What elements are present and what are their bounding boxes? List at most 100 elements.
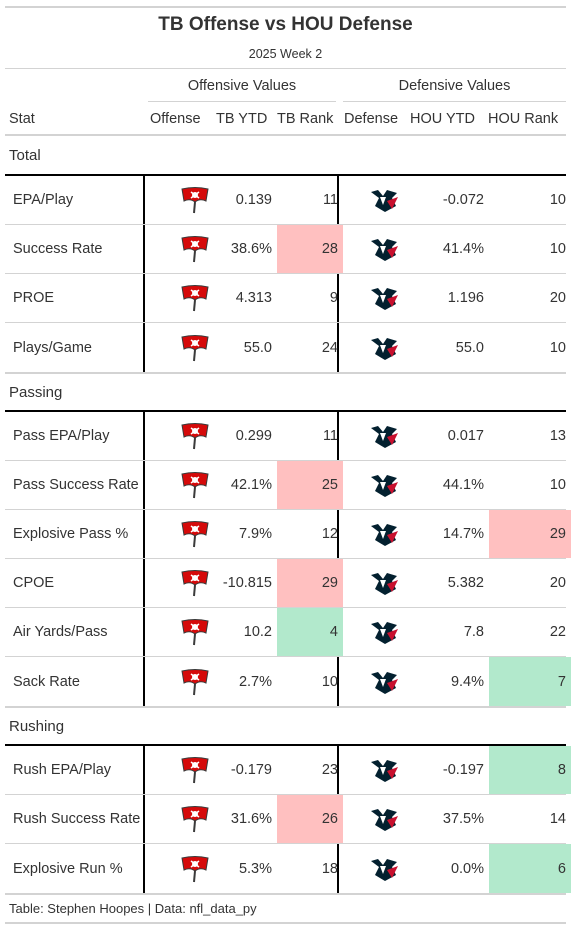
buccaneers-logo-icon	[171, 323, 215, 372]
hou-ytd-value: 0.017	[447, 428, 484, 444]
table-row: Sack Rate 2.7% 10 9.4% 7	[5, 657, 571, 706]
column-header-tb-ytd: TB YTD	[216, 111, 268, 127]
hou-ytd-value: -0.072	[442, 192, 484, 208]
texans-logo-icon	[361, 176, 405, 224]
group-label: Total	[9, 147, 41, 164]
table-title: TB Offense vs HOU Defense	[158, 14, 413, 35]
table-row: Plays/Game 55.0 24 55.0 10	[5, 323, 566, 372]
stat-label: Plays/Game	[13, 339, 92, 356]
column-header-hou-ytd: HOU YTD	[410, 111, 475, 127]
column-header-hou-rank: HOU Rank	[488, 111, 559, 127]
table-row: Air Yards/Pass 10.2 4 7.8 22	[5, 608, 566, 657]
tb-rank-value: 23	[321, 762, 338, 778]
hou-rank-value: 20	[549, 575, 566, 591]
texans-logo-icon	[361, 274, 405, 322]
stat-label: Pass Success Rate	[13, 477, 139, 493]
column-header-offense: Offense	[150, 111, 201, 127]
stat-label: Rush Success Rate	[13, 811, 141, 827]
texans-logo-icon	[361, 225, 405, 273]
texans-logo-icon	[361, 746, 405, 794]
hou-ytd-value: 44.1%	[442, 477, 484, 493]
tb-ytd-value: -10.815	[222, 575, 272, 591]
buccaneers-logo-icon	[171, 844, 215, 893]
table-subtitle: 2025 Week 2	[248, 47, 323, 61]
tb-rank-value: 10	[321, 673, 338, 690]
tb-rank-value: 18	[321, 860, 338, 877]
hou-ytd-value: 37.5%	[442, 811, 484, 827]
tb-ytd-value: -0.179	[230, 762, 272, 778]
tb-rank-value: 28	[277, 225, 343, 273]
stat-label: Explosive Pass %	[13, 526, 129, 542]
texans-logo-icon	[361, 323, 405, 372]
tb-ytd-value: 0.299	[235, 428, 272, 444]
tb-ytd-value: 42.1%	[230, 477, 272, 493]
buccaneers-logo-icon	[171, 176, 215, 224]
offense-divider-line	[143, 412, 145, 706]
tb-ytd-value: 31.6%	[230, 811, 272, 827]
footer-bottom-border	[5, 922, 566, 924]
hou-rank-value: 22	[549, 624, 566, 640]
buccaneers-logo-icon	[171, 559, 215, 607]
tb-ytd-value: 55.0	[243, 339, 272, 356]
table-row: CPOE -10.815 29 5.382 20	[5, 559, 566, 608]
hou-ytd-value: 1.196	[447, 290, 484, 306]
spanner-offensive-rule	[148, 101, 336, 102]
stat-label: Sack Rate	[13, 673, 80, 690]
texans-logo-icon	[361, 412, 405, 460]
offense-divider-line	[143, 176, 145, 372]
buccaneers-logo-icon	[171, 795, 215, 843]
group-top-rule	[5, 744, 566, 746]
hou-rank-value: 13	[549, 428, 566, 444]
buccaneers-logo-icon	[171, 461, 215, 509]
tb-ytd-value: 38.6%	[230, 241, 272, 257]
tb-rank-value: 24	[321, 339, 338, 356]
hou-ytd-value: 9.4%	[450, 673, 484, 690]
stat-label: Success Rate	[13, 241, 103, 257]
column-header-stat: Stat	[9, 111, 35, 127]
tb-ytd-value: 10.2	[243, 624, 272, 640]
texans-logo-icon	[361, 844, 405, 893]
stat-label: Air Yards/Pass	[13, 624, 108, 640]
buccaneers-logo-icon	[171, 412, 215, 460]
table-row: EPA/Play 0.139 11 -0.072 10	[5, 176, 566, 225]
texans-logo-icon	[361, 559, 405, 607]
buccaneers-logo-icon	[171, 608, 215, 656]
hou-rank-value: 6	[489, 844, 571, 893]
hou-ytd-value: 41.4%	[442, 241, 484, 257]
table-row: Pass EPA/Play 0.299 11 0.017 13	[5, 412, 566, 461]
buccaneers-logo-icon	[171, 274, 215, 322]
table-top-border	[5, 6, 566, 8]
tb-ytd-value: 5.3%	[238, 860, 272, 877]
tb-ytd-value: 4.313	[235, 290, 272, 306]
stat-label: Explosive Run %	[13, 860, 123, 877]
table-bottom-border	[5, 893, 566, 895]
tb-ytd-value: 2.7%	[238, 673, 272, 690]
hou-rank-value: 10	[549, 192, 566, 208]
offense-divider-line	[143, 746, 145, 893]
table-row: PROE 4.313 9 1.196 20	[5, 274, 566, 323]
hou-ytd-value: -0.197	[442, 762, 484, 778]
spanner-offensive-values: Offensive Values	[187, 78, 297, 94]
hou-rank-value: 20	[549, 290, 566, 306]
buccaneers-logo-icon	[171, 657, 215, 706]
buccaneers-logo-icon	[171, 746, 215, 794]
table-row: Rush Success Rate 31.6% 26 37.5% 14	[5, 795, 566, 844]
hou-rank-value: 10	[549, 339, 566, 356]
table-row: Explosive Run % 5.3% 18 0.0% 6	[5, 844, 571, 893]
table-row: Explosive Pass % 7.9% 12 14.7% 29	[5, 510, 571, 559]
hou-ytd-value: 5.382	[447, 575, 484, 591]
hou-ytd-value: 7.8	[463, 624, 484, 640]
tb-rank-value: 4	[277, 608, 343, 656]
heading-divider	[5, 68, 566, 69]
texans-logo-icon	[361, 657, 405, 706]
spanner-defensive-rule	[343, 101, 566, 102]
group-bottom-rule	[5, 706, 566, 708]
column-header-tb-rank: TB Rank	[277, 111, 334, 127]
tb-rank-value: 9	[329, 290, 338, 306]
tb-rank-value: 11	[322, 192, 338, 208]
hou-rank-value: 8	[489, 746, 571, 794]
hou-ytd-value: 55.0	[455, 339, 484, 356]
texans-logo-icon	[361, 795, 405, 843]
tb-rank-value: 25	[277, 461, 343, 509]
group-label: Passing	[9, 384, 63, 401]
